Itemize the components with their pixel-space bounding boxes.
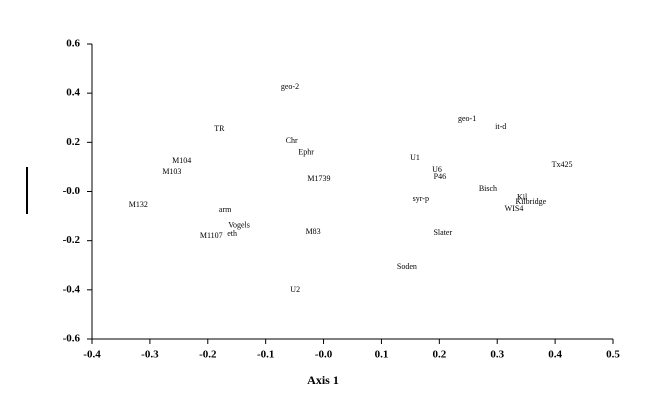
point-label: Vogels (228, 221, 250, 230)
y-tick-label: 0.4 (66, 87, 80, 99)
x-tick-label: 0.3 (490, 349, 504, 361)
point-label: M1739 (307, 174, 330, 183)
x-tick-label: 0.2 (432, 349, 446, 361)
point-label: Kilbridge (515, 197, 546, 206)
point-label: geo-1 (458, 114, 476, 123)
x-tick-label: -0.1 (257, 349, 274, 361)
y-tick-label: 0.2 (66, 136, 80, 148)
x-tick-label: -0.3 (141, 349, 159, 361)
y-tick-label: -0.4 (63, 283, 81, 295)
point-label: Chr (286, 136, 298, 145)
point-label: Ephr (298, 148, 314, 157)
point-label: M104 (172, 156, 191, 165)
point-label: U1 (410, 153, 420, 162)
point-label: M83 (306, 227, 321, 236)
point-label: Tx425 (552, 160, 573, 169)
x-axis-label: Axis 1 (307, 373, 339, 387)
point-label: M103 (162, 167, 181, 176)
point-label: Slater (433, 228, 452, 237)
point-label: Soden (397, 262, 417, 271)
y-tick-label: 0.6 (66, 38, 80, 50)
x-tick-label: -0.2 (199, 349, 217, 361)
point-label: Bisch (479, 184, 497, 193)
point-label: P46 (434, 172, 446, 181)
point-label: M1107 (200, 231, 223, 240)
point-label: U6 (432, 165, 442, 174)
point-label: eth (227, 229, 237, 238)
point-label: geo-2 (281, 82, 299, 91)
point-label: U2 (290, 285, 300, 294)
point-label: Kil (517, 193, 528, 202)
point-label: WIS4 (505, 204, 524, 213)
point-label: TR (214, 124, 225, 133)
point-label: syr-p (413, 194, 429, 203)
point-label: it-d (495, 122, 506, 131)
y-tick-label: -0.6 (63, 333, 81, 345)
x-tick-label: 0.4 (548, 349, 562, 361)
y-tick-label: -0.2 (63, 234, 81, 246)
point-label: arm (219, 205, 232, 214)
point-label: M132 (129, 200, 148, 209)
x-tick-label: 0.1 (375, 349, 389, 361)
x-tick-label: -0.4 (83, 349, 101, 361)
x-tick-label: -0.0 (315, 349, 333, 361)
y-tick-label: -0.0 (63, 185, 81, 197)
x-tick-label: 0.5 (606, 349, 620, 361)
